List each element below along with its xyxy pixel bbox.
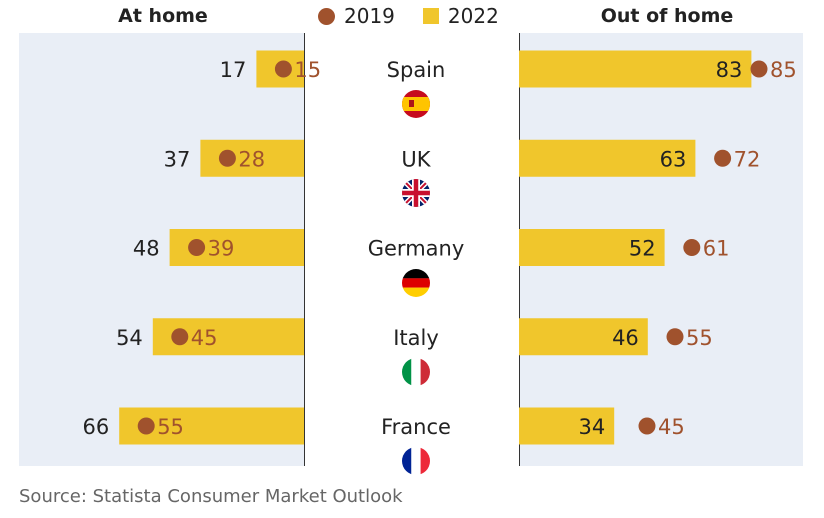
out-of-home-bar-uk — [519, 139, 696, 177]
at-home-dot-label-uk: 28 — [238, 147, 265, 171]
legend-2022-label: 2022 — [447, 4, 499, 28]
at-home-title: At home — [118, 5, 208, 27]
italy-flag-icon — [402, 357, 430, 386]
out-of-home-dot-label-france: 45 — [658, 415, 685, 439]
germany-flag-icon — [402, 268, 430, 297]
out-of-home-bar-label-germany: 52 — [629, 237, 656, 261]
spain-flag-icon — [402, 90, 430, 118]
at-home-bar-label-spain: 17 — [220, 58, 247, 82]
france-flag-icon — [402, 447, 430, 475]
legend-2019-dot-icon — [318, 7, 335, 25]
at-home-dot-label-france: 55 — [157, 415, 184, 439]
out-of-home-bar-spain — [519, 50, 752, 88]
out-of-home-dot-label-spain: 85 — [770, 58, 797, 82]
out-of-home-dot-italy — [666, 328, 684, 346]
at-home-bar-label-germany: 48 — [133, 237, 160, 261]
at-home-dot-spain — [274, 60, 292, 78]
out-of-home-dot-germany — [683, 239, 701, 256]
at-home-dot-italy — [171, 328, 189, 346]
out-of-home-dot-uk — [714, 149, 732, 167]
uk-flag-icon — [402, 179, 430, 208]
out-of-home-dot-label-germany: 61 — [703, 237, 730, 261]
source-note: Source: Statista Consumer Market Outlook — [19, 486, 403, 507]
out-of-home-dot-label-italy: 55 — [686, 326, 713, 350]
category-label-germany: Germany — [368, 237, 465, 261]
at-home-bar-uk — [200, 139, 304, 177]
legend-2019-label: 2019 — [344, 4, 395, 28]
category-label-spain: Spain — [387, 58, 446, 82]
category-label-italy: Italy — [393, 326, 439, 350]
at-home-bar-label-italy: 54 — [116, 326, 143, 350]
legend-2022-square-icon — [422, 8, 439, 24]
at-home-bar-label-uk: 37 — [164, 147, 191, 171]
out-of-home-bar-label-italy: 46 — [612, 326, 639, 350]
at-home-axis-line — [304, 33, 305, 466]
legend: 2019 2022 — [318, 4, 499, 28]
at-home-bar-label-france: 66 — [82, 415, 109, 439]
category-label-uk: UK — [401, 147, 431, 171]
out-of-home-bar-italy — [519, 318, 648, 356]
out-of-home-title: Out of home — [600, 5, 734, 27]
out-of-home-bar-germany — [519, 229, 665, 266]
at-home-dot-label-spain: 15 — [294, 58, 321, 82]
at-home-dot-uk — [218, 149, 236, 167]
at-home-dot-label-germany: 39 — [208, 237, 235, 261]
at-home-dot-france — [137, 417, 155, 435]
out-of-home-bar-label-spain: 83 — [716, 58, 743, 82]
out-of-home-bar-label-uk: 63 — [660, 147, 687, 171]
at-home-dot-germany — [188, 239, 206, 256]
out-of-home-dot-spain — [750, 60, 768, 78]
out-of-home-bar-label-france: 34 — [578, 415, 605, 439]
out-of-home-bar-france — [519, 407, 615, 445]
category-label-france: France — [381, 415, 451, 439]
out-of-home-dot-label-uk: 72 — [734, 147, 761, 171]
out-of-home-dot-france — [638, 417, 656, 435]
at-home-dot-label-italy: 45 — [191, 326, 218, 350]
